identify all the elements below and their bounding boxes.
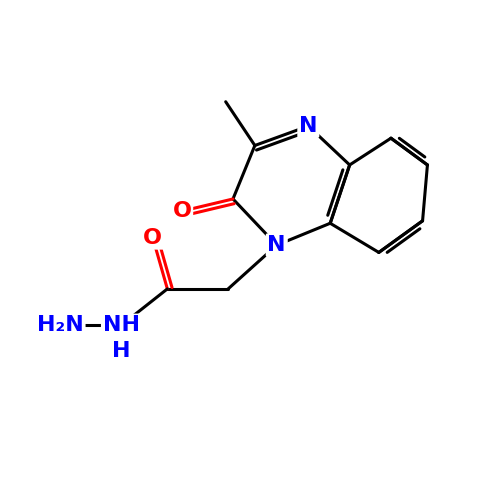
- Text: NH: NH: [102, 316, 140, 336]
- Text: N: N: [299, 116, 318, 136]
- Text: H₂N: H₂N: [37, 316, 84, 336]
- Text: H: H: [112, 340, 130, 360]
- Text: N: N: [268, 235, 286, 255]
- Text: O: O: [144, 228, 163, 248]
- Text: O: O: [172, 201, 192, 221]
